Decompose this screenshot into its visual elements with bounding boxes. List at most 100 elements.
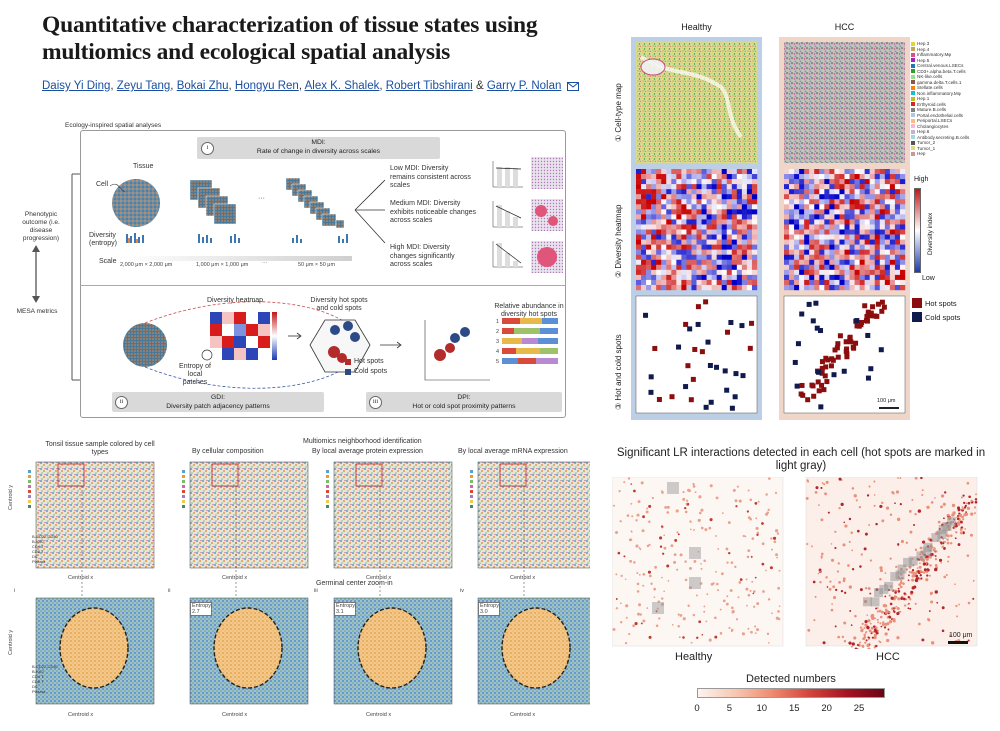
heat-cell (814, 209, 820, 215)
heat-cell (681, 269, 687, 276)
cold-spot (732, 394, 738, 400)
hot-spot (692, 346, 698, 352)
legend-swatch (911, 102, 915, 107)
lr-dot (771, 612, 774, 615)
lr-dot (750, 630, 753, 634)
author-link[interactable]: Bokai Zhu (176, 80, 229, 92)
mail-icon[interactable] (566, 82, 579, 91)
heat-cell (839, 229, 845, 235)
heat-cell (894, 209, 901, 215)
heat-cell (834, 194, 840, 200)
heat-cell (721, 259, 727, 265)
author-link[interactable]: Daisy Yi Ding (42, 80, 111, 92)
heat-cell (746, 239, 753, 245)
lr-dot (842, 577, 846, 581)
lr-dot (623, 481, 626, 484)
heat-cell (706, 229, 712, 235)
heat-cell (746, 279, 753, 286)
cold-spot (648, 374, 654, 380)
heat-cell (711, 274, 717, 281)
lr-dot (698, 511, 702, 515)
legend-swatch (182, 495, 185, 498)
heat-cell (676, 199, 682, 205)
lr-dot (871, 636, 875, 639)
heat-cell (879, 239, 886, 245)
heat-cell (731, 244, 738, 250)
lr-hotspot (942, 522, 952, 532)
heat-cell (726, 279, 732, 286)
heat-cell (741, 284, 748, 291)
heat-cell (736, 194, 743, 200)
heat-cell (671, 229, 677, 235)
legend-label: Hep.4 (917, 46, 930, 52)
heat-cell (854, 249, 860, 255)
heat-cell (666, 284, 672, 291)
author-link[interactable]: Robert Tibshirani (385, 80, 473, 92)
heat-cell (656, 284, 662, 291)
author-link[interactable]: Zeyu Tang (116, 80, 171, 92)
heat-cell (706, 264, 712, 271)
cbar-tick-label: 5 (726, 703, 733, 714)
heat-cell (834, 244, 840, 250)
heat-cell (899, 239, 906, 245)
lr-dot (842, 543, 846, 547)
heat-cell (701, 179, 707, 185)
legend-swatch (182, 500, 185, 503)
heat-cell (789, 184, 795, 190)
entropy-box: Entropy: 2.7 (190, 602, 213, 616)
lr-dot (862, 637, 865, 640)
heat-cell (666, 214, 672, 220)
heat-cell (741, 264, 748, 271)
heat-cell (819, 179, 825, 185)
heat-cell (829, 274, 835, 281)
heat-cell (884, 234, 891, 240)
author-link[interactable]: Garry P. Nolan (486, 80, 562, 92)
heat-cell (641, 169, 647, 175)
heat-cell (701, 264, 707, 271)
heat-cell (784, 269, 790, 276)
heat-cell (736, 179, 743, 185)
legend-swatch (470, 490, 473, 493)
lr-dot (879, 504, 883, 509)
lr-dot (879, 566, 883, 570)
heat-cell (799, 279, 805, 286)
heat-cell (834, 264, 840, 271)
lr-dot (923, 568, 927, 572)
heat-cell (874, 239, 880, 245)
heat-cell (641, 284, 647, 291)
heat-cell (899, 264, 906, 271)
heat-cell (869, 274, 875, 281)
heat-cell (671, 284, 677, 291)
heat-cell (804, 199, 810, 205)
lr-dot (886, 622, 890, 626)
heat-cell (809, 259, 815, 265)
heat-cell (859, 269, 865, 276)
heat-cell (731, 254, 738, 260)
heat-cell (716, 179, 722, 185)
cold-spot (722, 368, 728, 374)
lr-dot (848, 517, 852, 521)
legend-swatch (182, 475, 185, 478)
lr-dot (935, 550, 938, 553)
lr-dot (970, 499, 973, 503)
hot-spot (819, 382, 825, 388)
legend-swatch (326, 480, 329, 483)
lr-dot (627, 477, 631, 480)
heat-cell (874, 259, 880, 265)
heat-cell (681, 214, 687, 220)
cold-spot (739, 323, 745, 329)
author-link[interactable]: Hongyu Ren (234, 80, 299, 92)
tile (335, 219, 345, 229)
lr-dot (709, 518, 713, 522)
heat-cell (751, 209, 758, 215)
lr-dot (751, 580, 754, 583)
heat-cell (636, 259, 642, 265)
heat-cell (824, 219, 830, 225)
lr-dot (940, 494, 945, 498)
author-link[interactable]: Alex K. Shalek (304, 80, 380, 92)
lr-dot (682, 491, 685, 494)
heat-cell (784, 274, 790, 281)
heat-cell (794, 184, 800, 190)
heat-cell (829, 264, 835, 271)
x-axis-label: Centroid x (68, 712, 94, 718)
